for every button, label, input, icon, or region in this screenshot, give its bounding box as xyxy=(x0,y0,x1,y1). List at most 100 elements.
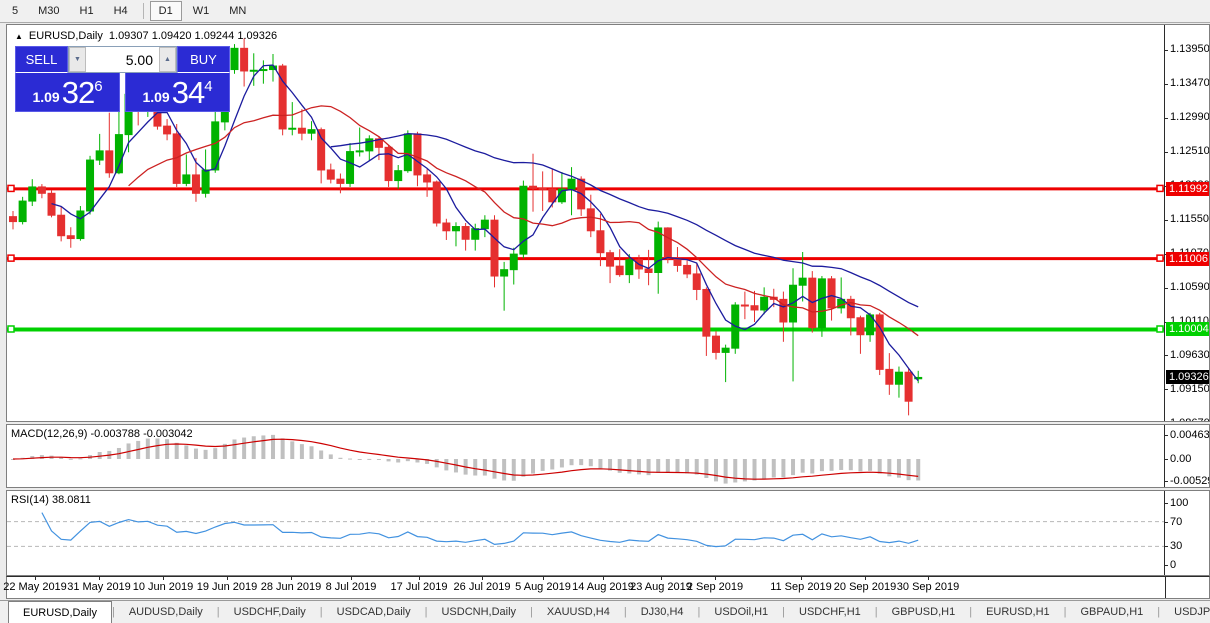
date-label: 23 Aug 2019 xyxy=(630,581,692,593)
date-tick-mark xyxy=(928,577,929,580)
tab-separator: | xyxy=(874,606,878,618)
chart-collapse-icon[interactable]: ▲ xyxy=(15,31,23,41)
tab-item-gbpaud-h1[interactable]: GBPAUD,H1 xyxy=(1080,606,1144,618)
timeframe-button-5[interactable]: 5 xyxy=(12,5,19,17)
tab-separator: | xyxy=(216,606,220,618)
sell-button[interactable]: SELL xyxy=(15,46,68,73)
rsi-tick-mark xyxy=(1165,546,1168,548)
price-tick-label: 1.12510 xyxy=(1170,145,1209,158)
sell-price-display[interactable]: 1.09 32 6 xyxy=(15,73,120,112)
price-tick-label: 1.13950 xyxy=(1170,43,1209,56)
tab-item-xauusd-h4[interactable]: XAUUSD,H4 xyxy=(546,606,610,618)
buy-price-point: 4 xyxy=(204,78,213,95)
rsi-tick-mark xyxy=(1165,565,1168,566)
date-tick-mark xyxy=(715,577,716,580)
price-tick-label: 1.08670 xyxy=(1170,417,1209,421)
macd-canvas[interactable] xyxy=(7,425,1165,487)
chart-symbol-label: EURUSD,Daily xyxy=(28,30,103,42)
price-tick-label: 1.09150 xyxy=(1170,382,1209,395)
macd-label: MACD(12,26,9) -0.003788 -0.003042 xyxy=(11,428,193,440)
rsi-tick-mark xyxy=(1165,503,1168,504)
timeframe-button-d1[interactable]: D1 xyxy=(149,1,182,21)
sell-price-point: 6 xyxy=(94,78,103,95)
timeframe-button-w1[interactable]: W1 xyxy=(192,5,210,17)
price-tick-mark xyxy=(1165,321,1168,323)
date-tick-mark xyxy=(543,577,544,580)
date-label: 17 Jul 2019 xyxy=(390,581,448,593)
date-label: 11 Sep 2019 xyxy=(770,581,832,593)
tab-separator: | xyxy=(530,606,533,618)
tab-item-dj30-h4[interactable]: DJ30,H4 xyxy=(640,606,684,618)
tab-separator: | xyxy=(623,606,627,618)
tab-separator: | xyxy=(1157,606,1161,618)
volume-down-button[interactable]: ▼ xyxy=(69,47,86,72)
price-tick-label: 1.10590 xyxy=(1170,281,1209,294)
macd-tick-mark xyxy=(1165,481,1168,482)
tab-item-audusd-daily[interactable]: AUDUSD,Daily xyxy=(128,606,203,618)
main-chart-canvas[interactable] xyxy=(7,25,1165,421)
date-tick-mark xyxy=(419,577,420,580)
date-label: 10 Jun 2019 xyxy=(132,581,194,593)
timeframe-button-h1[interactable]: H1 xyxy=(79,5,94,17)
price-tick-label: 1.11550 xyxy=(1170,213,1209,226)
timeframe-button-h4[interactable]: H4 xyxy=(113,5,128,17)
rsi-tick-mark xyxy=(1165,521,1168,523)
chart-ohlc-label: 1.09307 1.09420 1.09244 1.09326 xyxy=(108,30,278,42)
date-label: 19 Jun 2019 xyxy=(196,581,258,593)
trade-panel-top-row: SELL ▼ ▲ BUY xyxy=(15,46,230,73)
rsi-axis[interactable]: 100 70 30 0 xyxy=(1164,491,1209,575)
tab-item-usdchf-daily[interactable]: USDCHF,Daily xyxy=(233,606,306,618)
date-axis-separator xyxy=(1165,577,1166,598)
rsi-canvas[interactable] xyxy=(7,491,1165,575)
rsi-tick-label: 100 xyxy=(1170,497,1189,509)
tab-item-eurusd-daily[interactable]: EURUSD,Daily xyxy=(8,601,112,623)
price-tick-label: 1.12990 xyxy=(1170,111,1209,124)
macd-tick-mark xyxy=(1165,435,1168,437)
date-label: 30 Sep 2019 xyxy=(896,581,960,593)
current-price-badge: 1.09326 xyxy=(1166,370,1209,385)
price-tick-mark xyxy=(1165,355,1168,357)
date-tick-mark xyxy=(801,577,802,580)
tab-item-usdchf-h1[interactable]: USDCHF,H1 xyxy=(799,606,861,618)
price-tick-mark xyxy=(1165,287,1168,289)
macd-pane: MACD(12,26,9) -0.003788 -0.003042 0.0046… xyxy=(6,424,1210,488)
timeframe-button-mn[interactable]: MN xyxy=(229,5,247,17)
date-tick-mark xyxy=(99,577,100,580)
date-label: 2 Sep 2019 xyxy=(686,581,744,593)
volume-up-button[interactable]: ▲ xyxy=(159,47,176,72)
tab-item-usdjp[interactable]: USDJP xyxy=(1174,606,1210,618)
date-tick-mark xyxy=(661,577,662,580)
date-label: 31 May 2019 xyxy=(67,581,131,593)
tab-separator: | xyxy=(969,606,973,618)
date-tick-mark xyxy=(482,577,483,580)
hline-price-badge: 1.11006 xyxy=(1166,251,1209,266)
price-tick-mark xyxy=(1165,389,1168,391)
macd-tick-mark xyxy=(1165,459,1168,460)
tab-item-eurusd-h1[interactable]: EURUSD,H1 xyxy=(986,606,1050,618)
date-tick-mark xyxy=(865,577,866,580)
timeframe-button-m30[interactable]: M30 xyxy=(38,5,60,17)
date-tick-mark xyxy=(351,577,352,580)
price-tick-label: 1.13470 xyxy=(1170,77,1209,90)
tab-item-gbpusd-h1[interactable]: GBPUSD,H1 xyxy=(891,606,956,618)
macd-axis[interactable]: 0.00463 0.00 -0.005299 xyxy=(1164,425,1209,487)
buy-button[interactable]: BUY xyxy=(177,46,230,73)
price-axis[interactable]: 1.139501.134701.129901.125101.120301.115… xyxy=(1164,25,1209,421)
volume-input[interactable] xyxy=(86,47,159,72)
buy-price-figure: 1.09 xyxy=(142,89,170,105)
volume-stepper: ▼ ▲ xyxy=(68,46,177,73)
tab-item-usdoil-h1[interactable]: USDOil,H1 xyxy=(714,606,769,618)
tab-item-usdcnh-daily[interactable]: USDCNH,Daily xyxy=(441,606,517,618)
date-label: 5 Aug 2019 xyxy=(515,581,571,593)
date-label: 22 May 2019 xyxy=(3,581,67,593)
buy-price-display[interactable]: 1.09 34 4 xyxy=(125,73,230,112)
sell-price-figure: 1.09 xyxy=(32,89,60,105)
tab-item-usdcad-daily[interactable]: USDCAD,Daily xyxy=(336,606,411,618)
date-axis[interactable]: 22 May 2019 31 May 2019 10 Jun 2019 19 Jun … xyxy=(3,576,1210,599)
rsi-tick-label: 70 xyxy=(1170,515,1183,528)
timeframe-toolbar: 5 M30 H1 H4 D1 W1 MN xyxy=(0,0,1210,23)
date-label: 20 Sep 2019 xyxy=(833,581,897,593)
toolbar-separator xyxy=(142,3,144,19)
macd-tick-label: -0.005299 xyxy=(1170,475,1209,487)
